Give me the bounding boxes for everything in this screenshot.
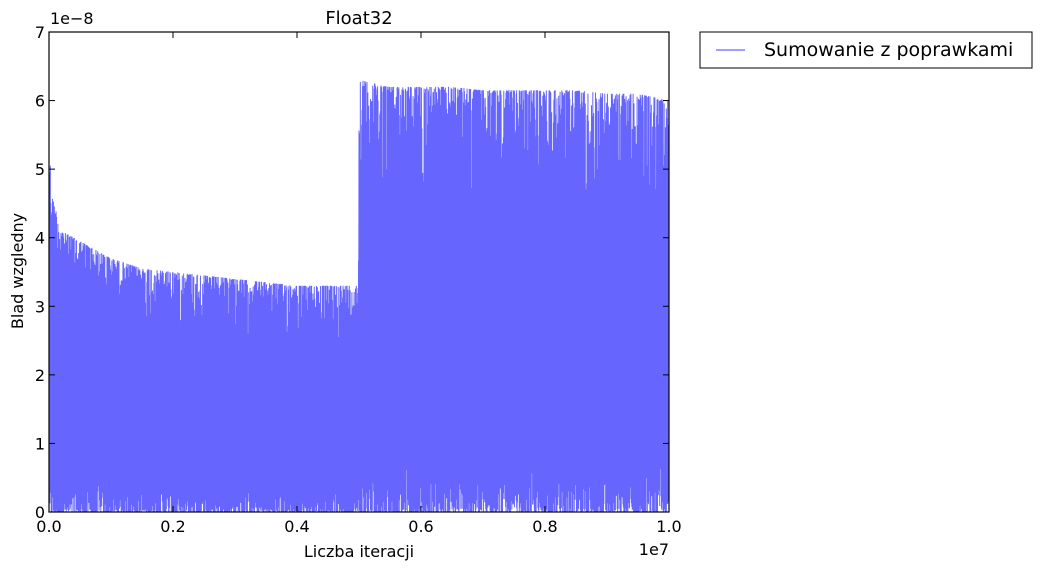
plot-area bbox=[48, 80, 670, 513]
y-tick-label: 0 bbox=[35, 503, 45, 522]
y-tick-label: 5 bbox=[35, 160, 45, 179]
legend: Sumowanie z poprawkami bbox=[699, 31, 1033, 69]
x-tick-label: 0.6 bbox=[408, 517, 433, 536]
y-tick-label: 6 bbox=[35, 92, 45, 111]
x-axis-label: Liczba iteracji bbox=[304, 542, 414, 561]
legend-box bbox=[699, 31, 1033, 69]
x-tick-label: 1.0 bbox=[656, 517, 681, 536]
x-offset-text: 1e7 bbox=[639, 540, 669, 559]
series-line-sumowanie-z-poprawkami bbox=[48, 80, 670, 513]
x-tick-label: 0.8 bbox=[532, 517, 557, 536]
plot-frame bbox=[48, 31, 670, 513]
x-tick-label: 0.4 bbox=[284, 517, 309, 536]
chart-title: Float32 bbox=[325, 8, 392, 29]
x-tick-label: 0.2 bbox=[160, 517, 185, 536]
y-tick-label: 4 bbox=[35, 229, 45, 248]
y-tick-label: 7 bbox=[35, 23, 45, 42]
x-tick-label: 0.0 bbox=[36, 517, 61, 536]
y-tick-label: 1 bbox=[35, 434, 45, 453]
y-tick-label: 2 bbox=[35, 366, 45, 385]
y-tick-label: 3 bbox=[35, 297, 45, 316]
legend-label: Sumowanie z poprawkami bbox=[764, 39, 1013, 61]
y-offset-text: 1e−8 bbox=[50, 9, 94, 28]
y-axis-label: Blad wzgledny bbox=[8, 213, 27, 329]
